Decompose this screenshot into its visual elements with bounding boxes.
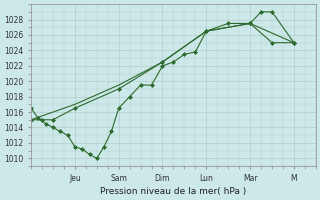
X-axis label: Pression niveau de la mer( hPa ): Pression niveau de la mer( hPa ) (100, 187, 247, 196)
